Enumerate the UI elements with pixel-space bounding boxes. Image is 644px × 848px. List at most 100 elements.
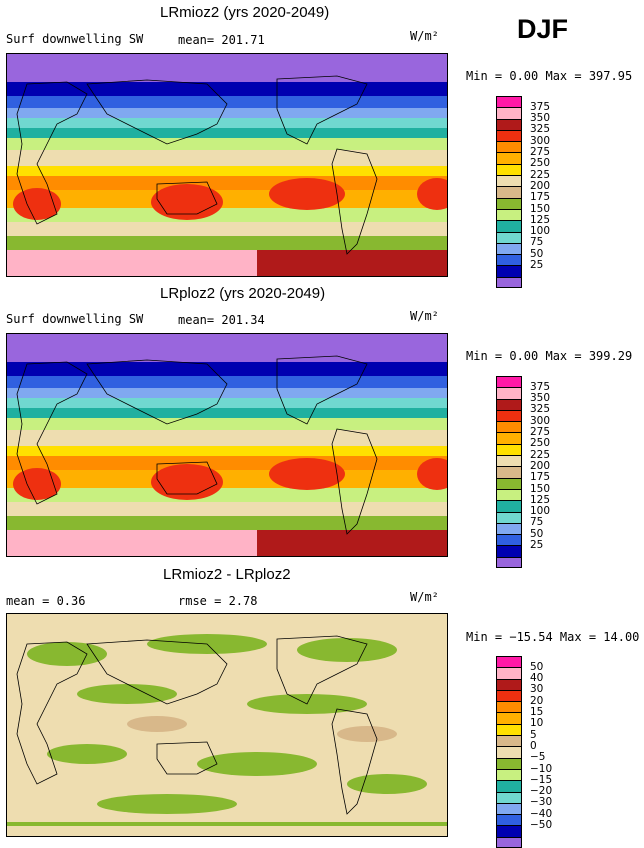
colorbar-swatch [496, 175, 522, 187]
map-panel-3 [6, 613, 448, 837]
minmax-text: Min = 0.00 Max = 399.29 [466, 349, 633, 363]
colorbar-tick-label: 0 [530, 739, 537, 752]
colorbar-tick-label: 15 [530, 706, 544, 718]
colorbar-tick-label: 350 [530, 112, 551, 125]
colorbar-swatch [496, 276, 522, 289]
colorbar-swatch [496, 152, 522, 164]
colorbar-swatch [496, 186, 522, 198]
map-panel-1 [6, 53, 448, 277]
colorbar-swatch [496, 242, 522, 255]
colorbar-swatch [496, 825, 522, 837]
colorbar-tick-label: 150 [530, 202, 551, 215]
colorbar-tick-label: 20 [530, 694, 544, 707]
colorbar-tick-label: 275 [530, 146, 551, 158]
colorbar-tick-label: 75 [530, 236, 544, 249]
map-field [7, 614, 447, 836]
colorbar [496, 96, 522, 289]
colorbar-swatch [496, 556, 522, 569]
colorbar-swatch [496, 689, 522, 702]
colorbar-swatch [496, 197, 522, 209]
colorbar-swatch [496, 656, 522, 668]
colorbar-tick-label: 5 [530, 728, 537, 741]
variable-label: Surf downwelling SW [6, 32, 144, 46]
colorbar-swatch [496, 141, 522, 153]
colorbar-tick-label: 40 [530, 672, 544, 685]
colorbar-swatch [496, 163, 522, 176]
mean-text: mean = 0.36 [6, 594, 86, 608]
colorbar-tick-label: 50 [530, 527, 544, 540]
colorbar-tick-label: 150 [530, 482, 551, 495]
units-label: W/m² [410, 29, 439, 43]
season-label: DJF [517, 14, 569, 44]
colorbar-swatch [496, 723, 522, 736]
colorbar-swatch [496, 376, 522, 388]
colorbar-swatch [496, 814, 522, 826]
colorbar-tick-label: −40 [530, 807, 553, 820]
colorbar-tick-label: 25 [530, 259, 544, 271]
colorbar-swatch [496, 409, 522, 422]
colorbar-tick-label: 225 [530, 168, 551, 181]
colorbar-swatch [496, 836, 522, 848]
colorbar-swatch [496, 421, 522, 433]
mean-text: mean= 201.71 [178, 33, 265, 47]
colorbar-tick-label: 125 [530, 493, 551, 506]
colorbar-swatch [496, 712, 522, 724]
colorbar-swatch [496, 466, 522, 478]
colorbar-tick-label: −50 [530, 819, 553, 831]
colorbar-tick-label: 30 [530, 683, 544, 696]
colorbar-tick-label: 325 [530, 403, 551, 416]
colorbar-tick-label: −5 [530, 751, 546, 764]
colorbar-tick-label: 300 [530, 414, 551, 427]
colorbar-swatch [496, 455, 522, 467]
colorbar-swatch [496, 443, 522, 456]
colorbar-swatch [496, 265, 522, 277]
map-panel-2 [6, 333, 448, 557]
colorbar [496, 376, 522, 569]
panel-title: LRmioz2 - LRploz2 [163, 566, 291, 583]
colorbar-tick-label: 250 [530, 437, 551, 450]
colorbar-tick-label: 75 [530, 516, 544, 529]
colorbar-swatch [496, 96, 522, 108]
colorbar-swatch [496, 208, 522, 221]
colorbar-swatch [496, 545, 522, 557]
colorbar-swatch [496, 118, 522, 130]
colorbar-tick-label: 325 [530, 123, 551, 136]
colorbar-tick-label: 100 [530, 225, 551, 238]
colorbar-tick-label: 50 [530, 660, 544, 673]
colorbar-swatch [496, 129, 522, 142]
variable-label: Surf downwelling SW [6, 312, 144, 326]
mean-text: mean= 201.34 [178, 313, 265, 327]
minmax-text: Min = −15.54 Max = 14.00 [466, 630, 640, 644]
colorbar-tick-label: 375 [530, 380, 551, 393]
colorbar-swatch [496, 522, 522, 535]
colorbar-swatch [496, 220, 522, 232]
colorbar-tick-label: 250 [530, 157, 551, 170]
rmse-text: rmse = 2.78 [178, 594, 258, 608]
colorbar-tick-label: 225 [530, 448, 551, 461]
colorbar-swatch [496, 534, 522, 546]
colorbar-tick-label: −10 [530, 762, 553, 775]
colorbar-swatch [496, 746, 522, 758]
units-label: W/m² [410, 309, 439, 323]
colorbar-swatch [496, 231, 522, 243]
colorbar-tick-label: 350 [530, 392, 551, 405]
colorbar-tick-label: 375 [530, 100, 551, 113]
colorbar-swatch [496, 398, 522, 410]
panel-title: LRploz2 (yrs 2020-2049) [160, 285, 326, 302]
colorbar-tick-label: 175 [530, 471, 551, 484]
colorbar-swatch [496, 768, 522, 781]
colorbar-swatch [496, 791, 522, 803]
colorbar-tick-label: 300 [530, 134, 551, 147]
colorbar-swatch [496, 667, 522, 679]
colorbar-tick-label: −15 [530, 773, 553, 786]
colorbar-swatch [496, 511, 522, 523]
colorbar-tick-label: 10 [530, 717, 544, 730]
colorbar-swatch [496, 488, 522, 501]
map-field [7, 54, 447, 276]
colorbar [496, 656, 522, 848]
colorbar-swatch [496, 107, 522, 119]
colorbar-tick-label: −20 [530, 785, 553, 798]
colorbar-swatch [496, 432, 522, 444]
colorbar-swatch [496, 780, 522, 792]
colorbar-swatch [496, 254, 522, 266]
